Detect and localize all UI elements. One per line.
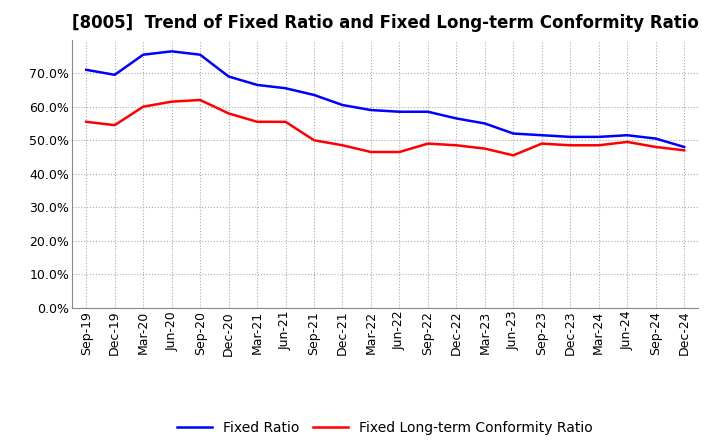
- Fixed Long-term Conformity Ratio: [395, 149, 404, 154]
- Fixed Ratio: [452, 116, 461, 121]
- Fixed Ratio: [680, 144, 688, 150]
- Fixed Ratio: [623, 132, 631, 138]
- Fixed Long-term Conformity Ratio: [509, 153, 518, 158]
- Fixed Ratio: [253, 82, 261, 88]
- Fixed Ratio: [139, 52, 148, 57]
- Fixed Ratio: [225, 74, 233, 79]
- Legend: Fixed Ratio, Fixed Long-term Conformity Ratio: Fixed Ratio, Fixed Long-term Conformity …: [172, 415, 598, 440]
- Fixed Long-term Conformity Ratio: [253, 119, 261, 125]
- Fixed Long-term Conformity Ratio: [225, 111, 233, 116]
- Fixed Ratio: [566, 134, 575, 139]
- Line: Fixed Long-term Conformity Ratio: Fixed Long-term Conformity Ratio: [86, 100, 684, 155]
- Fixed Ratio: [167, 49, 176, 54]
- Fixed Long-term Conformity Ratio: [338, 143, 347, 148]
- Fixed Ratio: [423, 109, 432, 114]
- Fixed Ratio: [282, 86, 290, 91]
- Fixed Ratio: [652, 136, 660, 141]
- Fixed Long-term Conformity Ratio: [196, 97, 204, 103]
- Fixed Long-term Conformity Ratio: [480, 146, 489, 151]
- Fixed Long-term Conformity Ratio: [566, 143, 575, 148]
- Fixed Long-term Conformity Ratio: [452, 143, 461, 148]
- Fixed Ratio: [537, 132, 546, 138]
- Fixed Long-term Conformity Ratio: [680, 148, 688, 153]
- Fixed Long-term Conformity Ratio: [595, 143, 603, 148]
- Fixed Ratio: [366, 107, 375, 113]
- Fixed Long-term Conformity Ratio: [310, 138, 318, 143]
- Fixed Ratio: [509, 131, 518, 136]
- Fixed Ratio: [338, 103, 347, 108]
- Fixed Ratio: [310, 92, 318, 98]
- Fixed Long-term Conformity Ratio: [82, 119, 91, 125]
- Fixed Long-term Conformity Ratio: [537, 141, 546, 146]
- Line: Fixed Ratio: Fixed Ratio: [86, 51, 684, 147]
- Fixed Ratio: [82, 67, 91, 73]
- Fixed Long-term Conformity Ratio: [167, 99, 176, 104]
- Fixed Ratio: [196, 52, 204, 57]
- Fixed Ratio: [480, 121, 489, 126]
- Fixed Long-term Conformity Ratio: [282, 119, 290, 125]
- Title: [8005]  Trend of Fixed Ratio and Fixed Long-term Conformity Ratio: [8005] Trend of Fixed Ratio and Fixed Lo…: [72, 15, 698, 33]
- Fixed Long-term Conformity Ratio: [366, 149, 375, 154]
- Fixed Long-term Conformity Ratio: [652, 144, 660, 150]
- Fixed Long-term Conformity Ratio: [139, 104, 148, 109]
- Fixed Long-term Conformity Ratio: [623, 139, 631, 145]
- Fixed Ratio: [595, 134, 603, 139]
- Fixed Ratio: [110, 72, 119, 77]
- Fixed Long-term Conformity Ratio: [423, 141, 432, 146]
- Fixed Long-term Conformity Ratio: [110, 122, 119, 128]
- Fixed Ratio: [395, 109, 404, 114]
